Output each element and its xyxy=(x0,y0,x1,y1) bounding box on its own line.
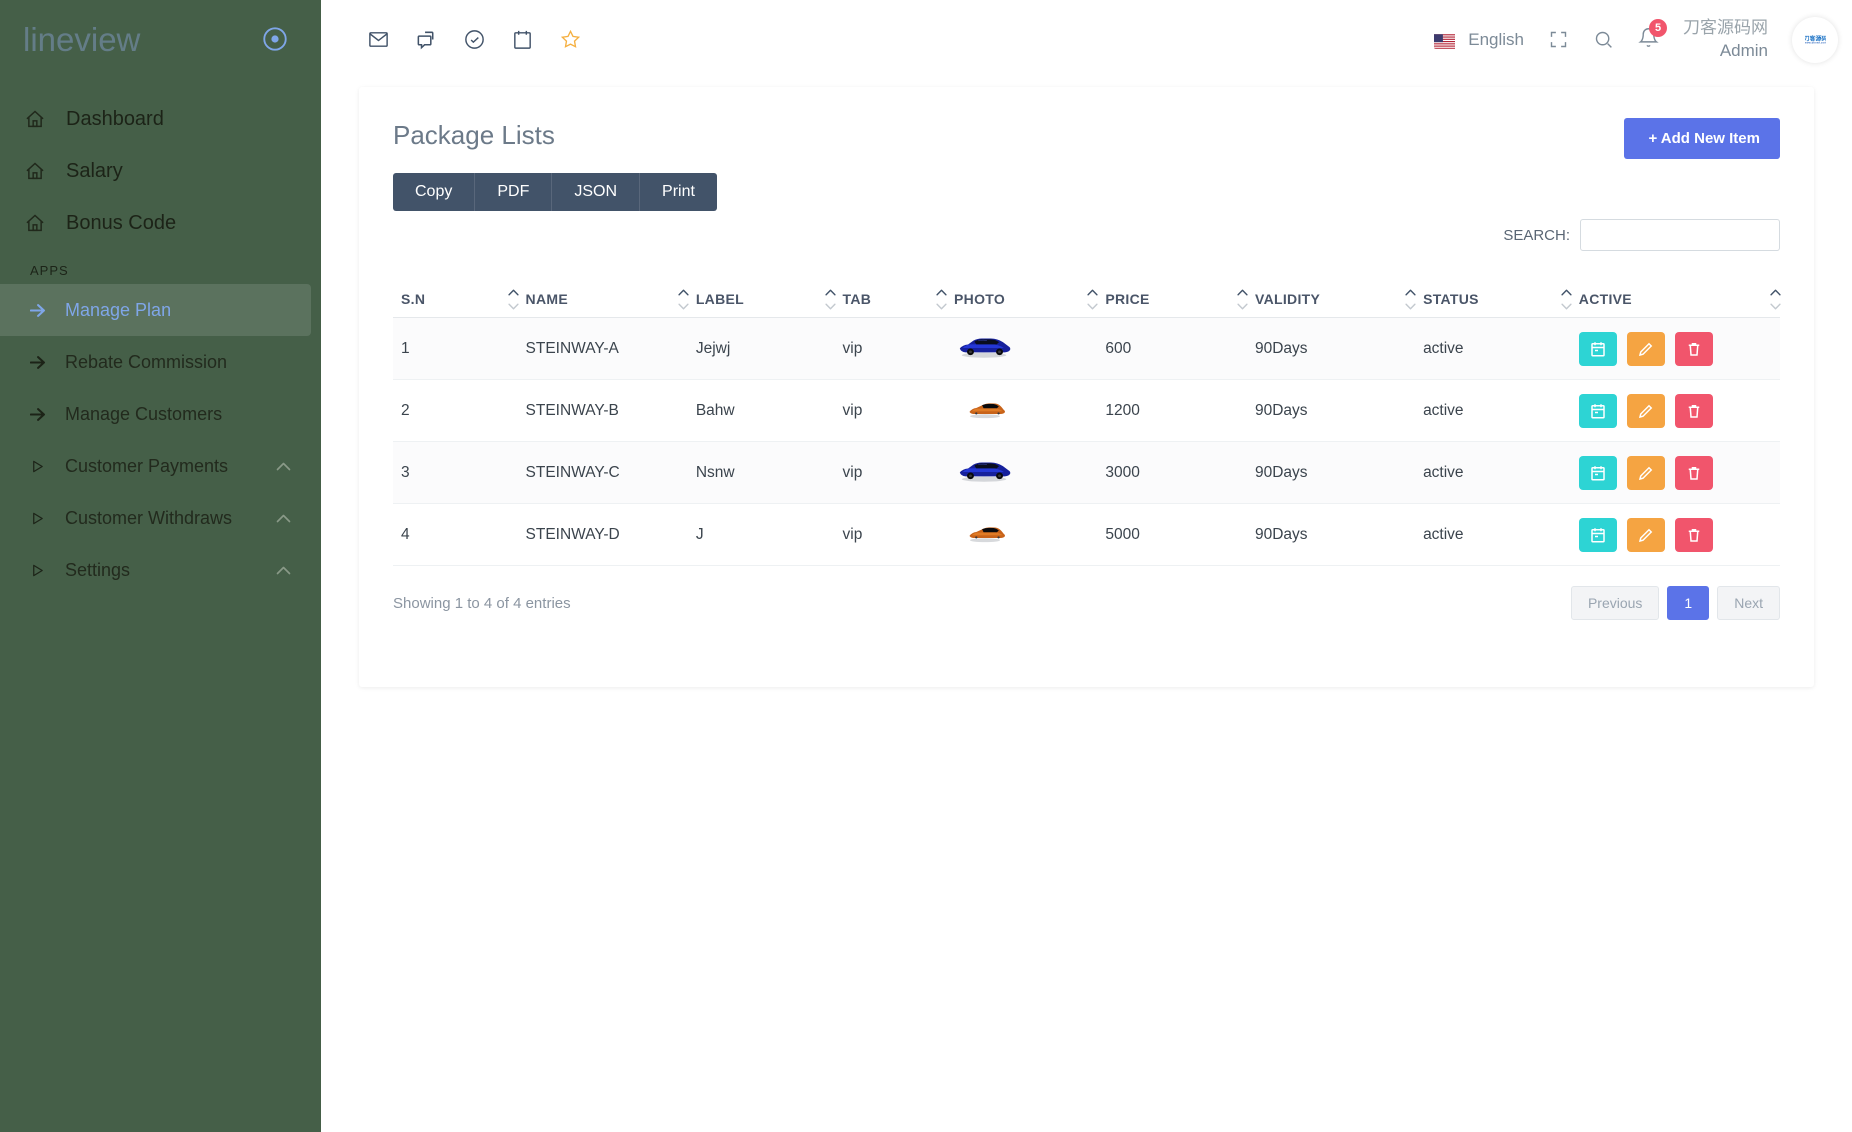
svg-text:www.dkswf.com: www.dkswf.com xyxy=(1805,41,1826,45)
